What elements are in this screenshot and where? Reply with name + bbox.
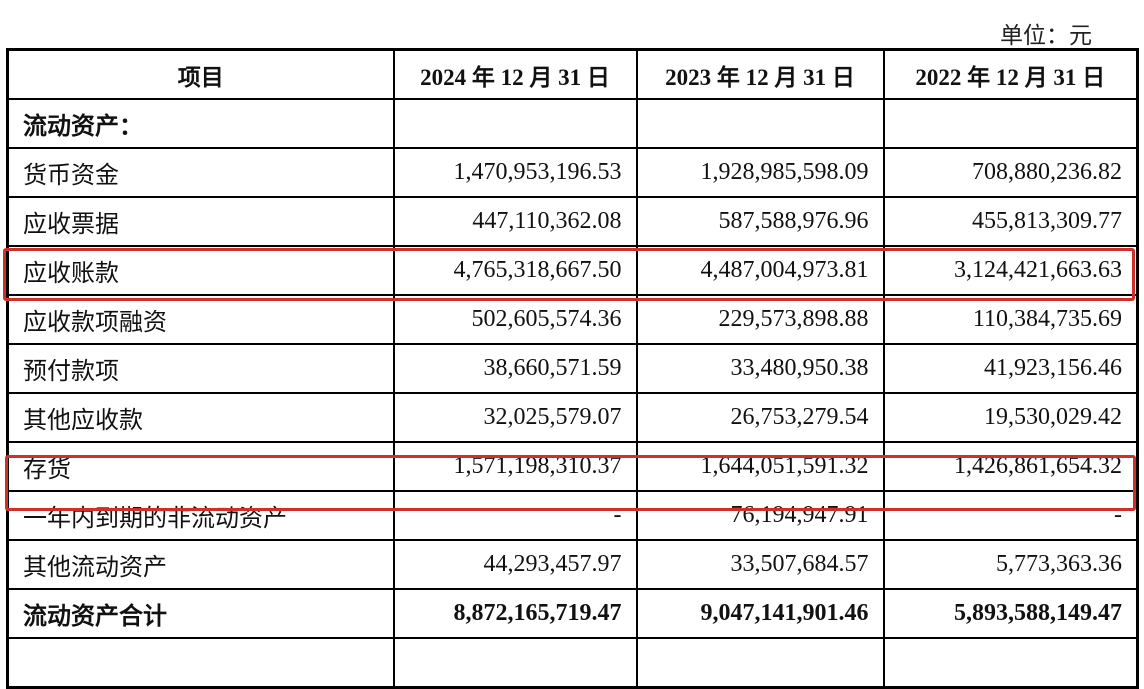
cell-2022: 3,124,421,663.63: [882, 245, 1139, 296]
cell-2024: 44,293,457.97: [392, 539, 638, 590]
cell-2022: 5,773,363.36: [882, 539, 1139, 590]
table-row-other-receivables: 其他应收款 32,025,579.07 26,753,279.54 19,530…: [6, 392, 1139, 443]
table-row-inventory: 存货 1,571,198,310.37 1,644,051,591.32 1,4…: [6, 441, 1139, 492]
cell-2023: 33,507,684.57: [635, 539, 885, 590]
unit-label: 单位：元: [1000, 23, 1092, 48]
row-label: 流动资产：: [6, 98, 395, 149]
cell-empty: [392, 637, 638, 689]
cell-2022: 455,813,309.77: [882, 196, 1139, 247]
cell-2023: 76,194,947.91: [635, 490, 885, 541]
cell-2023: 33,480,950.38: [635, 343, 885, 394]
cell-2022: [882, 98, 1139, 149]
header-2022: 2022 年 12 月 31 日: [882, 48, 1139, 100]
cell-2023: 26,753,279.54: [635, 392, 885, 443]
header-2024: 2024 年 12 月 31 日: [392, 48, 638, 100]
row-label: 货币资金: [6, 147, 395, 198]
cell-2023: 4,487,004,973.81: [635, 245, 885, 296]
row-label: 应收款项融资: [6, 294, 395, 345]
cell-2024: 4,765,318,667.50: [392, 245, 638, 296]
row-label: 其他流动资产: [6, 539, 395, 590]
row-label: 一年内到期的非流动资产: [6, 490, 395, 541]
cell-2022: 708,880,236.82: [882, 147, 1139, 198]
table-row-receivables-financing: 应收款项融资 502,605,574.36 229,573,898.88 110…: [6, 294, 1139, 345]
table-row-other-current-assets: 其他流动资产 44,293,457.97 33,507,684.57 5,773…: [6, 539, 1139, 590]
table-row-cash: 货币资金 1,470,953,196.53 1,928,985,598.09 7…: [6, 147, 1139, 198]
cell-2024: 32,025,579.07: [392, 392, 638, 443]
table-row-section-current-assets: 流动资产：: [6, 98, 1139, 149]
cell-empty: [882, 637, 1139, 689]
table-row-accounts-receivable: 应收账款 4,765,318,667.50 4,487,004,973.81 3…: [6, 245, 1139, 296]
cell-2024: 1,470,953,196.53: [392, 147, 638, 198]
cell-2023: 229,573,898.88: [635, 294, 885, 345]
table-row-noncurrent-due-within-year: 一年内到期的非流动资产 - 76,194,947.91 -: [6, 490, 1139, 541]
row-label: 流动资产合计: [6, 588, 395, 639]
table-row-partial: [6, 637, 1139, 689]
cell-2024: 447,110,362.08: [392, 196, 638, 247]
cell-2023: 9,047,141,901.46: [635, 588, 885, 639]
cell-2024: 1,571,198,310.37: [392, 441, 638, 492]
cell-2023: 587,588,976.96: [635, 196, 885, 247]
cell-2024: -: [392, 490, 638, 541]
table-row-total-current-assets: 流动资产合计 8,872,165,719.47 9,047,141,901.46…: [6, 588, 1139, 639]
row-label: 应收账款: [6, 245, 395, 296]
cell-2022: -: [882, 490, 1139, 541]
current-assets-table: 项目 2024 年 12 月 31 日 2023 年 12 月 31 日 202…: [6, 48, 1139, 689]
header-row: 项目 2024 年 12 月 31 日 2023 年 12 月 31 日 202…: [6, 48, 1139, 100]
row-label: 预付款项: [6, 343, 395, 394]
row-label: 其他应收款: [6, 392, 395, 443]
cell-2022: 110,384,735.69: [882, 294, 1139, 345]
cell-empty: [635, 637, 885, 689]
cell-2024: [392, 98, 638, 149]
cell-2023: 1,928,985,598.09: [635, 147, 885, 198]
table-row-notes-receivable: 应收票据 447,110,362.08 587,588,976.96 455,8…: [6, 196, 1139, 247]
header-item: 项目: [6, 48, 395, 100]
row-label: 应收票据: [6, 196, 395, 247]
row-label: 存货: [6, 441, 395, 492]
cell-2024: 8,872,165,719.47: [392, 588, 638, 639]
cell-2024: 38,660,571.59: [392, 343, 638, 394]
cell-2022: 41,923,156.46: [882, 343, 1139, 394]
row-label-empty: [6, 637, 395, 689]
cell-2022: 19,530,029.42: [882, 392, 1139, 443]
cell-2022: 1,426,861,654.32: [882, 441, 1139, 492]
cell-2023: [635, 98, 885, 149]
cell-2023: 1,644,051,591.32: [635, 441, 885, 492]
table-row-prepayments: 预付款项 38,660,571.59 33,480,950.38 41,923,…: [6, 343, 1139, 394]
cell-2022: 5,893,588,149.47: [882, 588, 1139, 639]
header-2023: 2023 年 12 月 31 日: [635, 48, 885, 100]
cell-2024: 502,605,574.36: [392, 294, 638, 345]
